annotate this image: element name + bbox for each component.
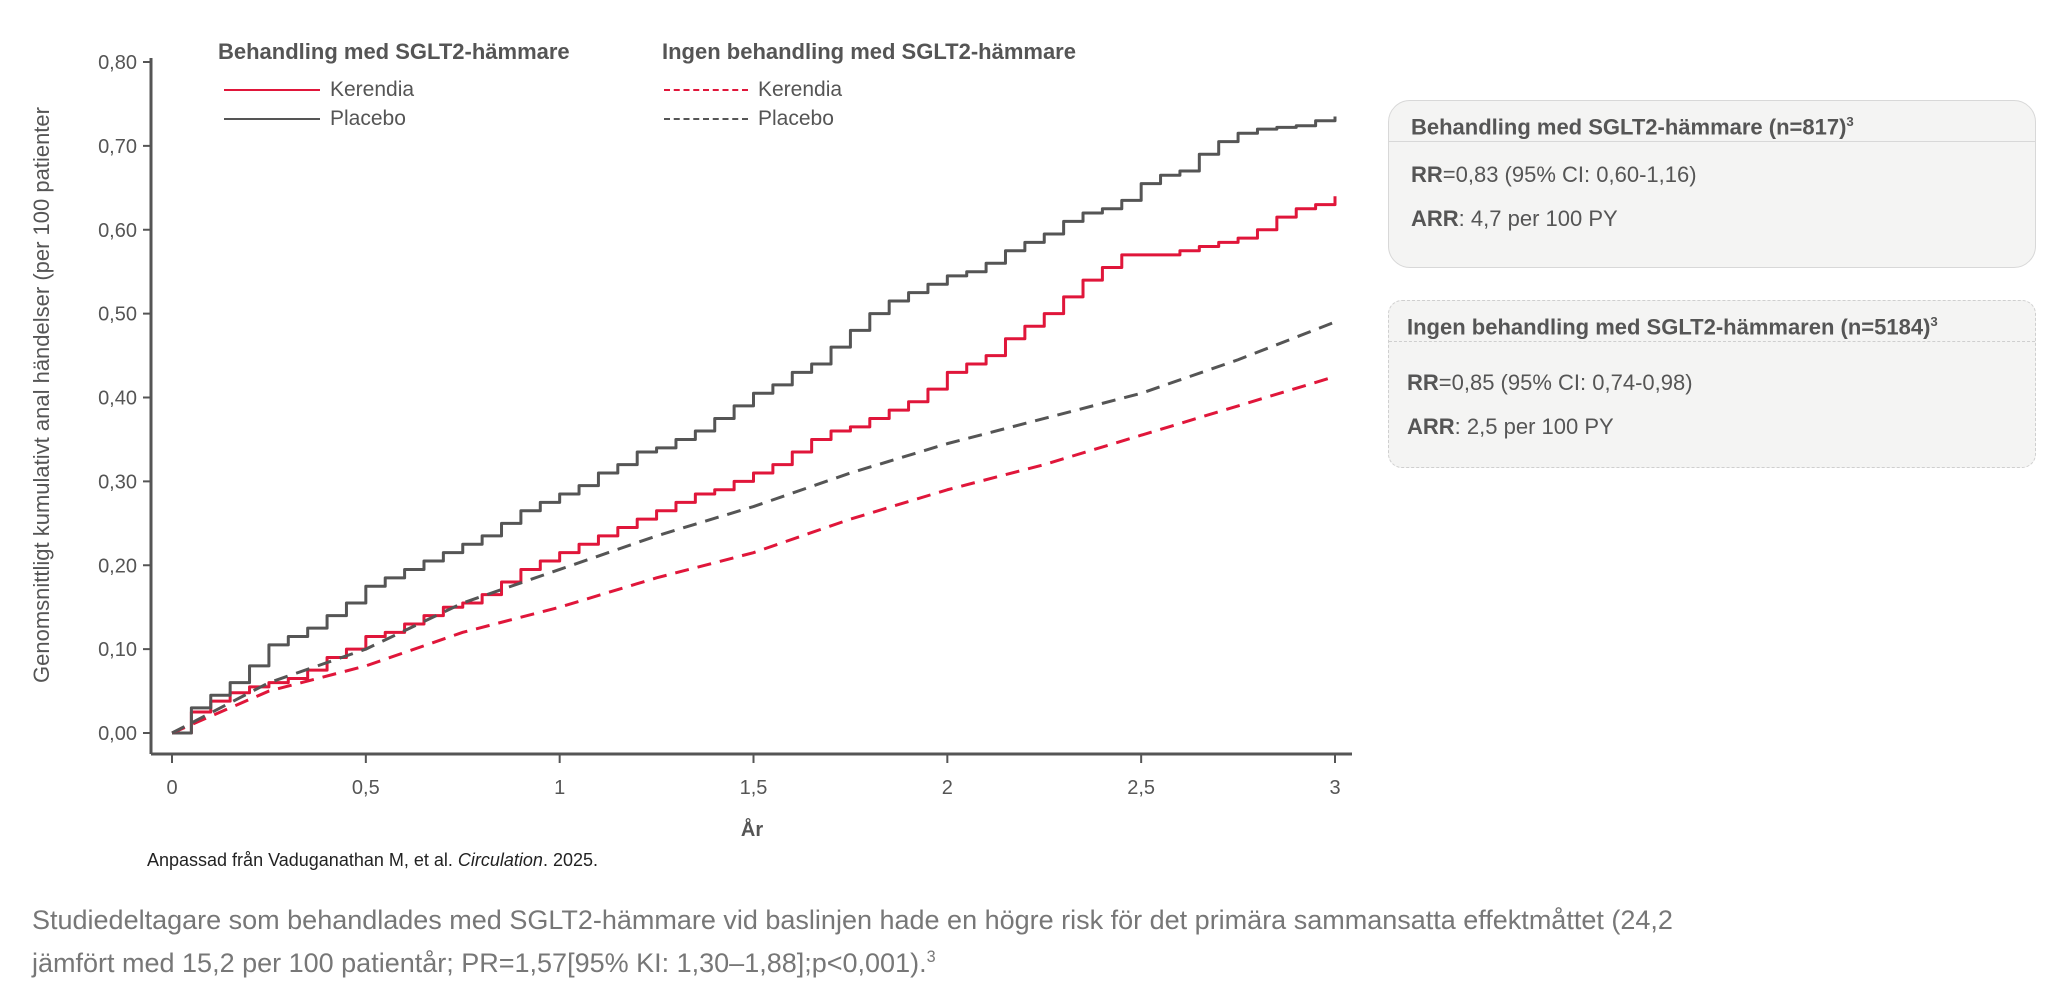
legend-label: Kerendia — [758, 78, 843, 101]
legend-swatch-grey-dashed — [664, 118, 748, 120]
y-tick-label: 0,30 — [98, 471, 137, 493]
callout-no-sglt2: Ingen behandling med SGLT2-hämmaren (n=5… — [1388, 300, 2036, 468]
legend-group-title-no-sglt2: Ingen behandling med SGLT2-hämmare — [662, 39, 1076, 64]
x-tick-label: 1 — [554, 777, 565, 799]
legend-swatch-red-solid — [224, 89, 320, 91]
callout-title: Behandling med SGLT2-hämmare (n=817)3 — [1389, 101, 2035, 142]
legend-label: Kerendia — [330, 78, 415, 101]
y-tick-label: 0,70 — [98, 136, 137, 158]
legend-item-kerendia-solid: Kerendia — [224, 78, 414, 102]
legend-label: Placebo — [330, 107, 406, 130]
legend-item-kerendia-dashed: Kerendia — [664, 78, 842, 102]
footnote-text: Studiedeltagare som behandlades med SGLT… — [32, 905, 1673, 978]
x-tick-label: 1,5 — [740, 777, 768, 799]
legend-swatch-red-dashed — [664, 89, 748, 91]
y-tick-label: 0,40 — [98, 388, 137, 410]
series-line-placebo-no-sglt2 — [171, 320, 1336, 735]
y-tick-label: 0,80 — [98, 52, 137, 74]
legend-item-placebo-solid: Placebo — [224, 107, 406, 131]
chart: 0,00 0,10 0,20 0,30 0,40 0,50 0,60 0,70 0,80 0 0,5… — [29, 52, 1352, 841]
y-axis-label: Genomsnittligt kumulativt anal händelser… — [29, 107, 54, 683]
x-tick-label: 2,5 — [1127, 777, 1155, 799]
x-axis-label: År — [741, 817, 763, 841]
x-tick-label: 0,5 — [352, 777, 380, 799]
callout-rr: RR=0,83 (95% CI: 0,60-1,16) — [1411, 162, 1697, 187]
x-tick-label: 0 — [166, 777, 177, 799]
callout-rr: RR=0,85 (95% CI: 0,74-0,98) — [1407, 370, 1693, 395]
y-tick-label: 0,60 — [98, 220, 137, 242]
legend-group-title-sglt2: Behandling med SGLT2-hämmare — [218, 39, 570, 64]
callout-arr: ARR: 4,7 per 100 PY — [1411, 206, 1618, 231]
legend-label: Placebo — [758, 107, 834, 130]
callout-arr: ARR: 2,5 per 100 PY — [1407, 414, 1614, 439]
y-tick-label: 0,10 — [98, 639, 137, 661]
legend-item-placebo-dashed: Placebo — [664, 107, 834, 131]
series-line-placebo-sglt2 — [172, 116, 1337, 735]
series-line-kerendia-sglt2 — [172, 196, 1337, 735]
x-tick-label: 2 — [942, 777, 953, 799]
callout-title: Ingen behandling med SGLT2-hämmaren (n=5… — [1389, 301, 2035, 342]
callout-sglt2: Behandling med SGLT2-hämmare (n=817)3 RR… — [1388, 100, 2036, 268]
source-citation: Anpassad från Vaduganathan M, et al. Cir… — [147, 850, 598, 870]
y-tick-label: 0,00 — [98, 723, 137, 745]
y-tick-label: 0,50 — [98, 304, 137, 326]
legend-swatch-grey-solid — [224, 118, 320, 120]
series-line-kerendia-no-sglt2 — [171, 375, 1336, 735]
y-tick-label: 0,20 — [98, 555, 137, 577]
x-tick-label: 3 — [1329, 777, 1340, 799]
